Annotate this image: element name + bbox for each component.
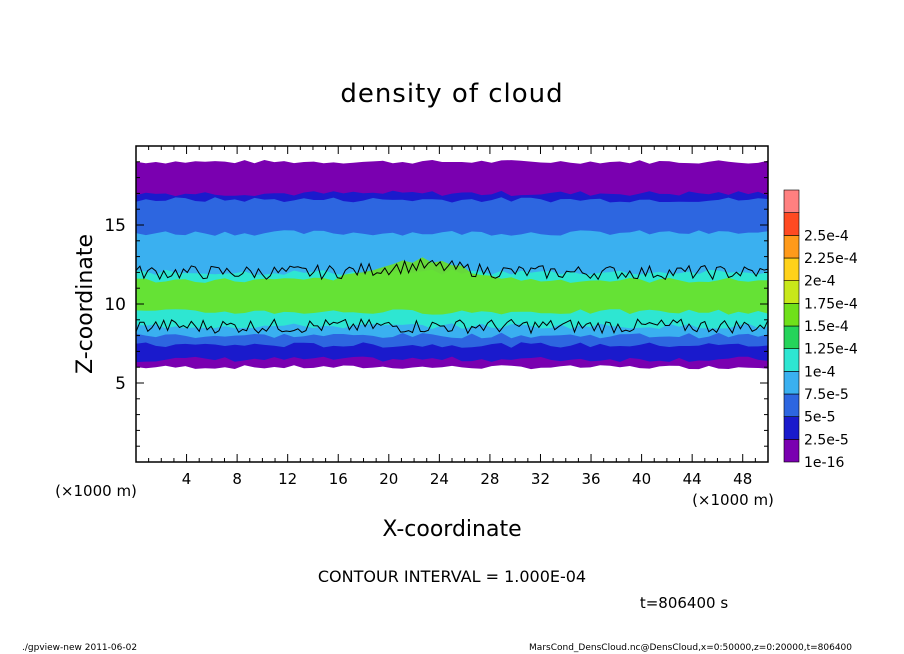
x-tick-label: 40 bbox=[632, 470, 651, 488]
colorbar-swatch bbox=[783, 189, 800, 213]
colorbar-swatch bbox=[783, 235, 800, 259]
colorbar-swatch bbox=[783, 280, 800, 304]
x-tick-label: 12 bbox=[278, 470, 297, 488]
colorbar-swatch bbox=[783, 416, 800, 440]
y-unit-label: (×1000 m) bbox=[55, 482, 137, 500]
colorbar-swatch bbox=[783, 439, 800, 463]
x-axis-title: X-coordinate bbox=[382, 517, 521, 542]
colorbar-label: 2.5e-4 bbox=[804, 228, 849, 244]
x-tick-label: 44 bbox=[683, 470, 702, 488]
y-tick-label: 15 bbox=[104, 216, 126, 236]
plot-area bbox=[135, 145, 769, 463]
contour-interval: CONTOUR INTERVAL = 1.000E-04 bbox=[318, 567, 586, 586]
x-unit-label: (×1000 m) bbox=[692, 491, 774, 509]
x-tick-label: 8 bbox=[232, 470, 242, 488]
colorbar-label: 7.5e-5 bbox=[804, 387, 849, 403]
y-tick-label: 10 bbox=[104, 295, 126, 315]
x-tick-label: 36 bbox=[581, 470, 600, 488]
contour-line bbox=[135, 317, 769, 335]
footer-right: MarsCond_DensCloud.nc@DensCloud,x=0:5000… bbox=[529, 643, 852, 653]
x-tick-label: 24 bbox=[430, 470, 449, 488]
x-tick-label: 16 bbox=[329, 470, 348, 488]
x-tick-label: 32 bbox=[531, 470, 550, 488]
colorbar-swatch bbox=[783, 371, 800, 395]
y-tick-label: 5 bbox=[115, 374, 126, 394]
x-tick-label: 20 bbox=[379, 470, 398, 488]
x-tick-labels: 4 8 12 16 20 24 28 32 36 40 44 48 bbox=[182, 470, 752, 488]
colorbar-label: 1e-16 bbox=[804, 455, 844, 471]
colorbar-label: 2.25e-4 bbox=[804, 251, 858, 267]
y-axis-title: Z-coordinate bbox=[73, 234, 98, 374]
colorbar-swatch bbox=[783, 257, 800, 281]
x-tick-label: 28 bbox=[480, 470, 499, 488]
colorbar-swatch bbox=[783, 393, 800, 417]
colorbar bbox=[783, 189, 800, 463]
colorbar-label: 1.75e-4 bbox=[804, 296, 858, 312]
colorbar-label: 1.5e-4 bbox=[804, 319, 849, 335]
x-tick-label: 48 bbox=[733, 470, 752, 488]
colorbar-labels: 1e-16 2.5e-5 5e-5 7.5e-5 1e-4 1.25e-4 1.5e-4 1.… bbox=[804, 228, 858, 471]
colorbar-label: 2e-4 bbox=[804, 274, 836, 290]
band-1.5e-4 bbox=[136, 257, 768, 315]
contour-line bbox=[135, 257, 769, 281]
colorbar-label: 5e-5 bbox=[804, 410, 835, 426]
colorbar-swatch bbox=[783, 348, 800, 372]
colorbar-label: 1.25e-4 bbox=[804, 342, 858, 358]
colorbar-swatch bbox=[783, 325, 800, 349]
y-tick-labels: 5 10 15 bbox=[104, 216, 126, 394]
x-tick-label: 4 bbox=[182, 470, 192, 488]
time-label: t=806400 s bbox=[640, 594, 728, 612]
colorbar-label: 2.5e-5 bbox=[804, 432, 849, 448]
colorbar-swatch bbox=[783, 212, 800, 236]
footer-left: ./gpview-new 2011-06-02 bbox=[22, 643, 137, 653]
colorbar-swatch bbox=[783, 303, 800, 327]
chart-title: density of cloud bbox=[340, 79, 563, 109]
colorbar-label: 1e-4 bbox=[804, 364, 836, 380]
